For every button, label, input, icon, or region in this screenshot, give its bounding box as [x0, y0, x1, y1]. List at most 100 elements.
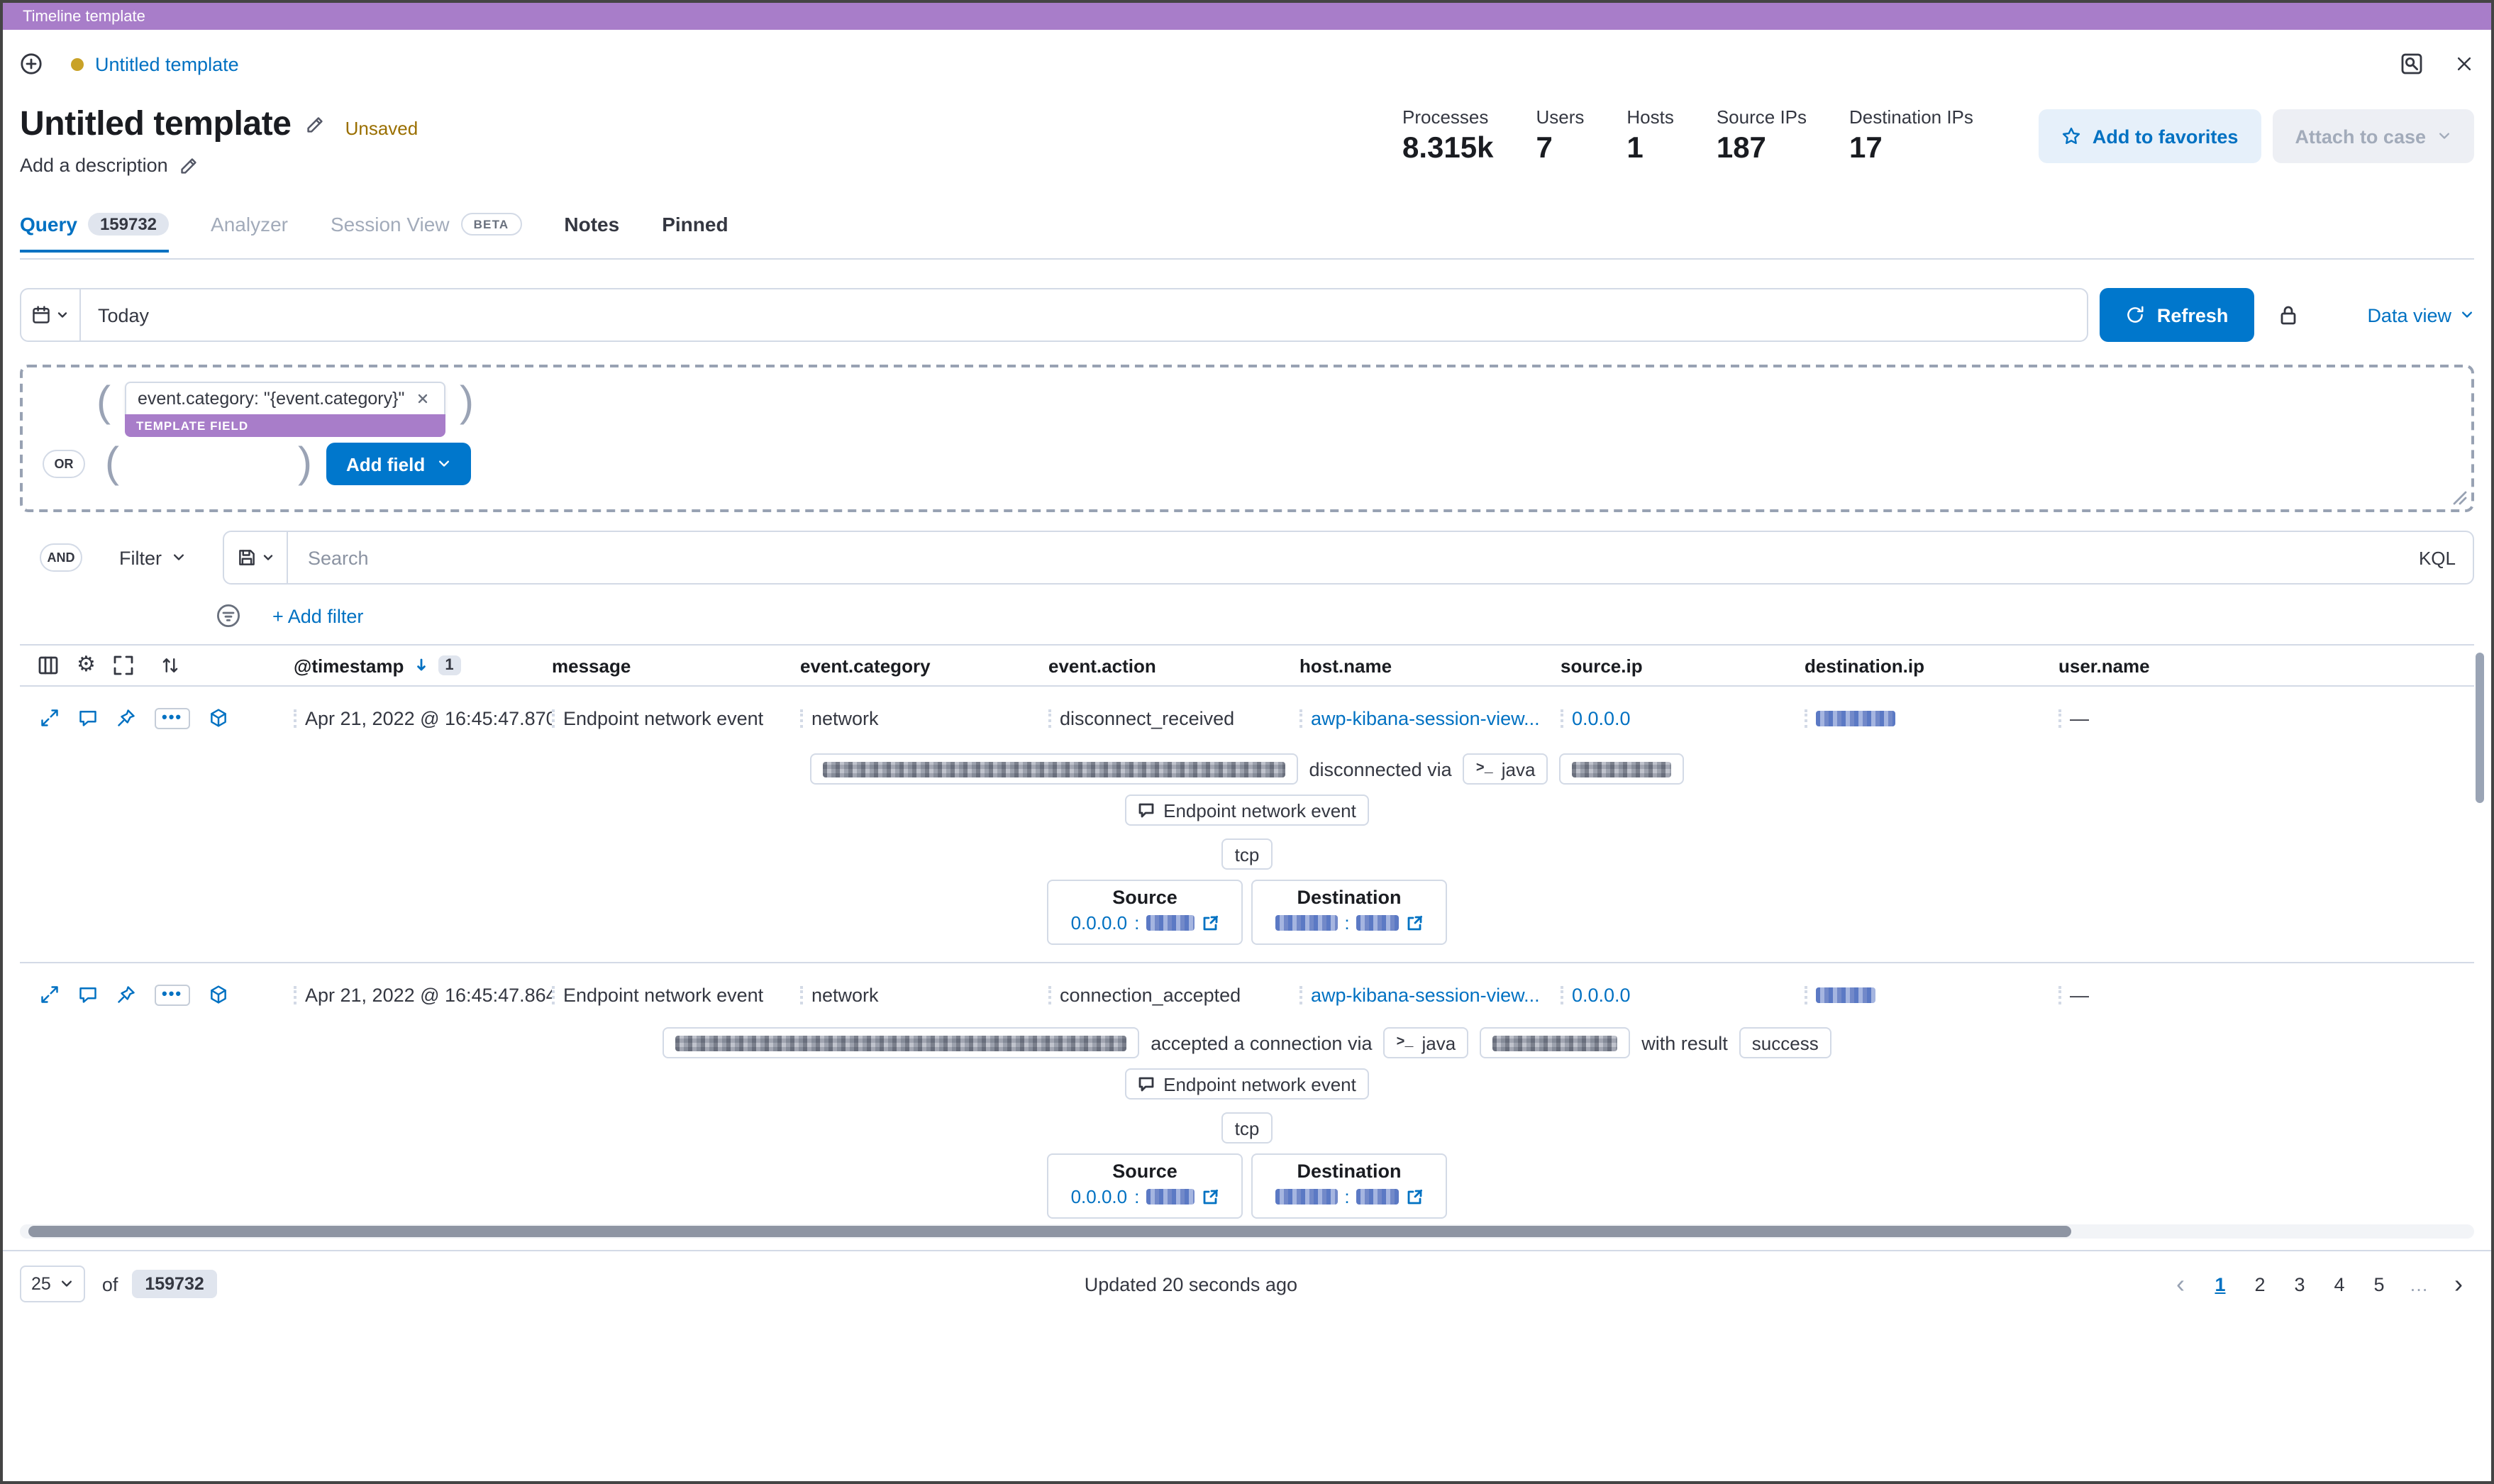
redacted-badge[interactable]	[1559, 753, 1685, 785]
page-button-2[interactable]: 2	[2254, 1273, 2266, 1295]
add-description[interactable]: Add a description	[20, 155, 1402, 176]
close-icon[interactable]	[2454, 54, 2474, 74]
inspect-icon[interactable]	[2400, 52, 2423, 75]
cell-event-category[interactable]: network	[800, 707, 1048, 729]
gear-icon[interactable]: ⚙	[77, 653, 96, 677]
page-button-3[interactable]: 3	[2294, 1273, 2305, 1295]
add-filter-link[interactable]: + Add filter	[272, 605, 364, 626]
destination-port-redacted[interactable]	[1356, 915, 1400, 931]
column-header-event-category[interactable]: event.category	[800, 655, 931, 676]
analyze-event-icon[interactable]	[208, 708, 228, 728]
columns-icon[interactable]	[37, 654, 60, 677]
add-field-button[interactable]: Add field	[326, 443, 471, 485]
horizontal-scrollbar[interactable]	[20, 1224, 2474, 1239]
rows-per-page-select[interactable]: 25	[20, 1266, 85, 1302]
destination-port-redacted[interactable]	[1356, 1189, 1400, 1205]
attach-to-case-button[interactable]: Attach to case	[2272, 109, 2474, 163]
kql-toggle[interactable]: KQL	[2418, 547, 2456, 568]
column-header-user-name[interactable]: user.name	[2058, 655, 2150, 676]
expand-event-icon[interactable]	[40, 708, 60, 728]
add-note-icon[interactable]	[78, 708, 98, 728]
source-ip-link[interactable]: 0.0.0.0	[1070, 912, 1128, 934]
analyze-event-icon[interactable]	[208, 985, 228, 1004]
pin-event-icon[interactable]	[116, 708, 136, 728]
search-input[interactable]	[305, 546, 2405, 570]
pin-event-icon[interactable]	[116, 985, 136, 1004]
remove-field-icon[interactable]	[416, 392, 430, 406]
event-type-badge[interactable]: Endpoint network event	[1125, 1068, 1369, 1100]
column-header-source-ip[interactable]: source.ip	[1561, 655, 1643, 676]
cell-destination-ip-redacted[interactable]	[1805, 709, 2058, 727]
source-ip-link[interactable]: 0.0.0.0	[1070, 1186, 1128, 1207]
page-button-5[interactable]: 5	[2373, 1273, 2385, 1295]
column-header-host-name[interactable]: host.name	[1299, 655, 1392, 676]
cell-timestamp[interactable]: Apr 21, 2022 @ 16:45:47.870	[294, 707, 552, 729]
tab-pinned[interactable]: Pinned	[662, 213, 728, 236]
cell-event-action[interactable]: connection_accepted	[1048, 984, 1299, 1005]
column-header-timestamp[interactable]: @timestamp 1	[294, 655, 552, 676]
cell-host-name[interactable]: awp-kibana-session-view...	[1299, 984, 1561, 1005]
template-field-pill[interactable]: event.category: "{event.category}" TEMPL…	[125, 382, 445, 437]
protocol-badge[interactable]: tcp	[1221, 1112, 1273, 1144]
lock-date-picker-icon[interactable]	[2276, 304, 2299, 326]
page-button-1[interactable]: 1	[2215, 1273, 2226, 1295]
cell-source-ip[interactable]: 0.0.0.0	[1561, 984, 1805, 1005]
process-args-redacted[interactable]	[663, 1027, 1140, 1058]
quick-select-date-button[interactable]	[20, 288, 79, 342]
new-timeline-icon[interactable]	[20, 52, 43, 75]
process-name-badge[interactable]: >_ java	[1383, 1027, 1469, 1058]
external-link-icon[interactable]	[1407, 914, 1424, 931]
add-to-favorites-button[interactable]: Add to favorites	[2038, 109, 2261, 163]
cell-host-name[interactable]: awp-kibana-session-view...	[1299, 707, 1561, 729]
protocol-badge[interactable]: tcp	[1221, 838, 1273, 870]
cell-event-category[interactable]: network	[800, 984, 1048, 1005]
expand-event-icon[interactable]	[40, 985, 60, 1004]
process-name-badge[interactable]: >_ java	[1463, 753, 1548, 785]
tab-notes[interactable]: Notes	[564, 213, 620, 236]
edit-title-icon[interactable]	[306, 115, 326, 135]
add-note-icon[interactable]	[78, 985, 98, 1004]
event-type-badge[interactable]: Endpoint network event	[1125, 794, 1369, 826]
cell-event-action[interactable]: disconnect_received	[1048, 707, 1299, 729]
horizontal-scrollbar-thumb[interactable]	[28, 1226, 2071, 1237]
column-header-destination-ip[interactable]: destination.ip	[1805, 655, 1924, 676]
column-header-event-action[interactable]: event.action	[1048, 655, 1156, 676]
vertical-scrollbar-thumb[interactable]	[2476, 653, 2484, 803]
data-view-dropdown[interactable]: Data view	[2367, 304, 2474, 326]
process-args-redacted[interactable]	[809, 753, 1298, 785]
external-link-icon[interactable]	[1202, 1188, 1219, 1205]
previous-page-button[interactable]: ‹	[2176, 1269, 2185, 1297]
date-range-input[interactable]: Today	[79, 288, 2089, 342]
cell-message[interactable]: Endpoint network event	[552, 707, 800, 729]
source-port-redacted[interactable]	[1146, 915, 1195, 931]
filter-dropdown[interactable]: Filter	[119, 547, 186, 568]
edit-description-icon[interactable]	[179, 155, 199, 175]
page-button-4[interactable]: 4	[2334, 1273, 2345, 1295]
external-link-icon[interactable]	[1202, 914, 1219, 931]
cell-timestamp[interactable]: Apr 21, 2022 @ 16:45:47.864	[294, 984, 552, 1005]
tab-query[interactable]: Query 159732	[20, 213, 169, 253]
redacted-badge[interactable]	[1480, 1027, 1631, 1058]
query-builder-dropzone[interactable]: ( event.category: "{event.category}" TEM…	[20, 365, 2474, 512]
column-header-message[interactable]: message	[552, 655, 631, 676]
result-badge[interactable]: success	[1739, 1027, 1831, 1058]
cell-destination-ip-redacted[interactable]	[1805, 985, 2058, 1004]
tab-analyzer[interactable]: Analyzer	[211, 213, 288, 236]
source-port-redacted[interactable]	[1146, 1189, 1195, 1205]
cell-message[interactable]: Endpoint network event	[552, 984, 800, 1005]
tab-session-view[interactable]: Session View BETA	[331, 213, 522, 250]
sort-fields-icon[interactable]	[161, 655, 181, 675]
template-name-link[interactable]: Untitled template	[95, 53, 239, 74]
next-page-button[interactable]: ›	[2454, 1269, 2463, 1297]
saved-query-menu-button[interactable]	[223, 531, 288, 585]
refresh-button[interactable]: Refresh	[2100, 288, 2254, 342]
external-link-icon[interactable]	[1407, 1188, 1424, 1205]
filter-options-icon[interactable]	[216, 603, 241, 629]
more-actions-button[interactable]: •••	[155, 984, 190, 1005]
destination-ip-redacted[interactable]	[1275, 1189, 1338, 1205]
cell-source-ip[interactable]: 0.0.0.0	[1561, 707, 1805, 729]
more-actions-button[interactable]: •••	[155, 707, 190, 729]
destination-ip-redacted[interactable]	[1275, 915, 1338, 931]
resize-handle[interactable]	[2450, 488, 2467, 505]
fullscreen-icon[interactable]	[113, 654, 135, 677]
